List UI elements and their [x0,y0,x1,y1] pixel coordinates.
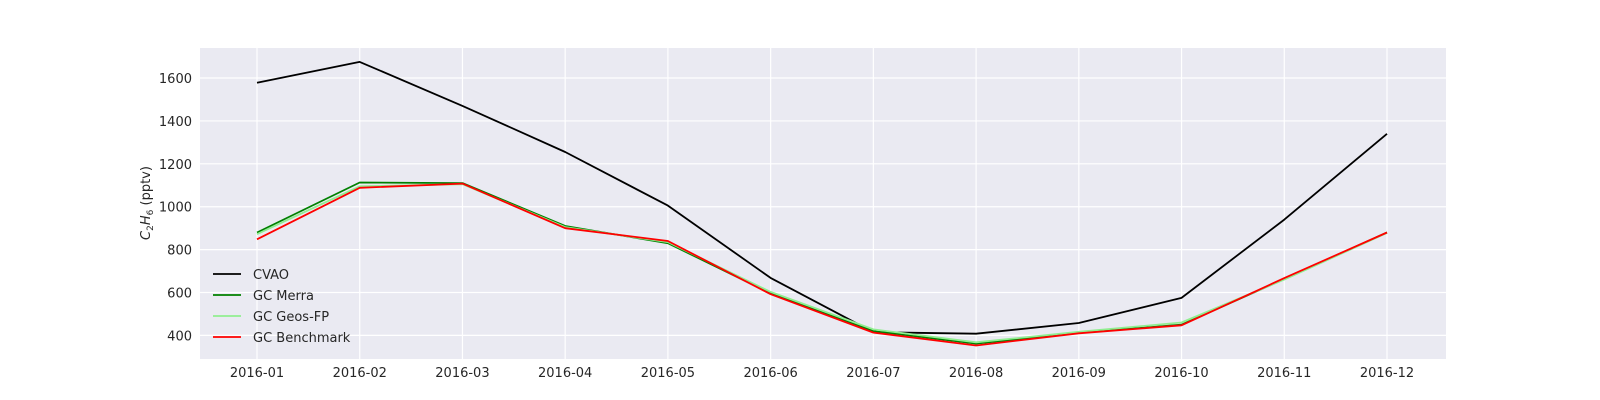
y-tick-label: 400 [167,329,192,344]
x-tick-label: 2016-07 [846,366,900,381]
y-tick-label: 600 [167,287,192,302]
y-tick-label: 800 [167,244,192,259]
x-axis-ticks: 2016-01 2016-02 2016-03 2016-04 2016-05 2016-… [230,366,1414,381]
x-tick-label: 2016-04 [538,366,592,381]
x-tick-label: 2016-08 [949,366,1003,381]
y-tick-label: 1200 [159,158,192,173]
y-tick-label: 1000 [159,201,192,216]
x-tick-label: 2016-01 [230,366,284,381]
plot-area [200,48,1446,359]
x-tick-label: 2016-02 [333,366,387,381]
x-tick-label: 2016-12 [1360,366,1414,381]
x-tick-label: 2016-10 [1154,366,1208,381]
x-tick-label: 2016-06 [743,366,797,381]
series-line-cvao [256,61,1388,335]
x-tick-label: 2016-11 [1257,366,1311,381]
y-axis-label: C2H6 (pptv) [139,166,156,240]
legend-label-gc-geos-fp: GC Geos-FP [253,310,329,325]
legend-label-gc-benchmark: GC Benchmark [253,331,351,346]
y-axis-ticks: 400 600 800 1000 1200 1400 1600 [159,72,192,344]
series-lines [256,61,1388,347]
x-tick-label: 2016-05 [641,366,695,381]
legend-label-cvao: CVAO [253,268,289,283]
y-tick-label: 1400 [159,115,192,130]
legend: CVAO GC Merra GC Geos-FP GC Benchmark [213,268,351,346]
series-line-gc-benchmark [256,182,1388,347]
grid-lines [200,48,1446,359]
legend-label-gc-merra: GC Merra [253,289,314,304]
x-tick-label: 2016-03 [435,366,489,381]
x-tick-label: 2016-09 [1052,366,1106,381]
y-tick-label: 1600 [159,72,192,87]
